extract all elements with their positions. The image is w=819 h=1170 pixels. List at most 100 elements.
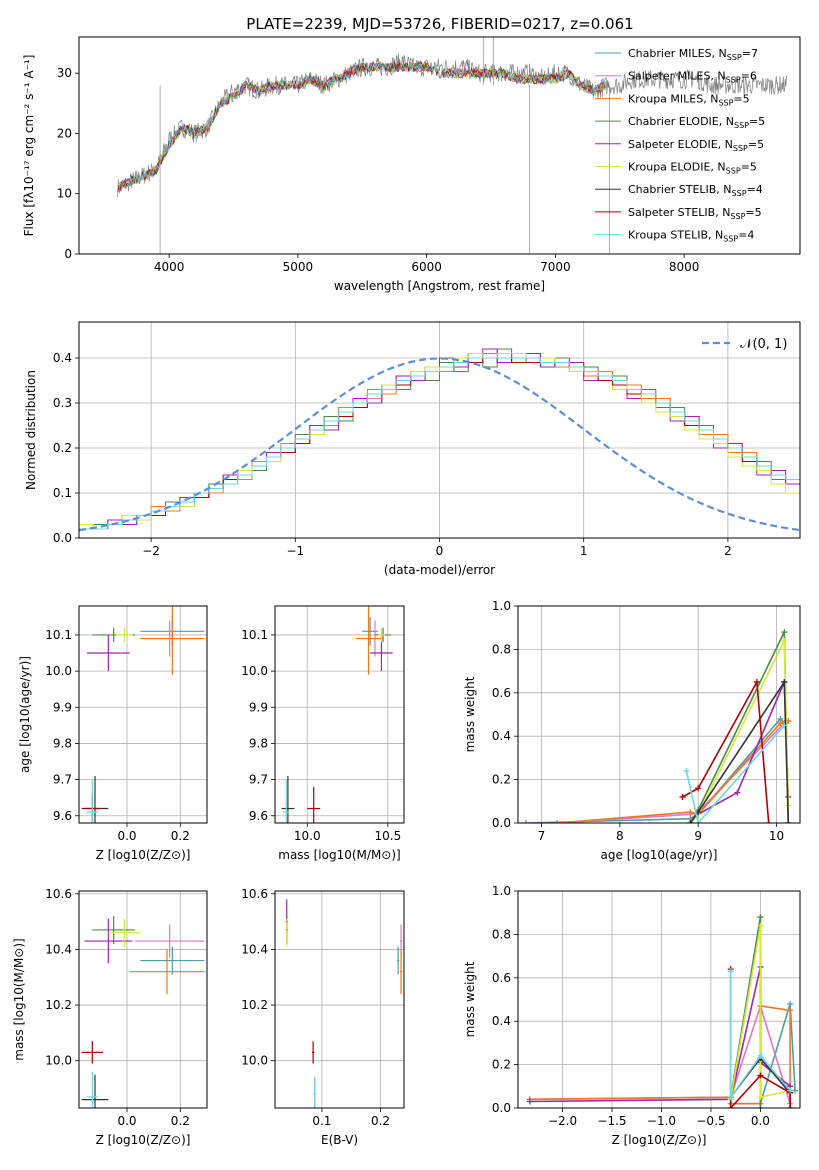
age-mass-point: [307, 786, 321, 823]
x-tick-label: −1.0: [647, 1114, 676, 1128]
y-tick-label: 0.2: [492, 773, 511, 787]
y-tick-label: 0.8: [492, 927, 511, 941]
y-tick-label: 0.2: [492, 1058, 511, 1072]
y-tick-label: 1.0: [492, 599, 511, 613]
age-metallicity-point: [87, 634, 130, 672]
scatter-plot-area: [81, 916, 205, 1108]
mass-weight-point-marker: [727, 1105, 734, 1108]
mass-metallicity-point: [140, 946, 205, 975]
y-axis-label: Normed distribution: [24, 370, 38, 490]
mass-weight-point-marker: [757, 1105, 764, 1108]
mass-weight-series-line: [682, 679, 770, 823]
legend-nssp: =4: [738, 229, 754, 242]
figure-title: PLATE=2239, MJD=53726, FIBERID=0217, z=0…: [246, 15, 633, 33]
y-tick-label: 0.0: [53, 531, 72, 545]
x-tick-label: 0.1: [312, 1114, 331, 1128]
axes-frame: [78, 605, 208, 824]
scatter-plot-area: [81, 606, 205, 823]
legend-entry: Salpeter MILES, NSSP=6: [628, 70, 757, 85]
y-tick-label: 10.4: [45, 942, 72, 956]
y-tick-label: 0.1: [53, 486, 72, 500]
legend-entry: Salpeter STELIB, NSSP=5: [628, 206, 762, 221]
y-tick-label: 10.0: [241, 1054, 268, 1068]
mass-weight-point-marker: [757, 1072, 764, 1079]
x-tick-label: −1: [286, 544, 304, 558]
x-tick-label: 7000: [540, 260, 571, 274]
x-tick-label: −1.5: [597, 1114, 626, 1128]
mass-weight-point-marker: [522, 820, 529, 823]
mass-vs-ebv-panel: 0.1 0.2 10.0 10.2 10.4 10.6 E(B-V): [241, 887, 405, 1147]
y-axis-label: mass [log10(M/M⊙)]: [12, 938, 26, 1060]
mass-weight-point-marker: [753, 678, 760, 685]
legend-subscript: SSP: [732, 189, 747, 198]
y-axis-label: Flux [fλ10⁻¹⁷ erg cm⁻² s⁻¹ A⁻¹]: [22, 55, 36, 237]
y-tick-label: 10.1: [45, 628, 72, 642]
mass-weight-series-line: [689, 679, 790, 823]
x-axis-label: age [log10(age/yr)]: [601, 848, 718, 862]
legend-nssp: =6: [741, 70, 757, 83]
mass-vs-metallicity-panel: 0.0 0.2 10.0 10.2 10.4 10.6 Z [log10(Z/Z⊙)] mas…: [12, 887, 208, 1147]
histogram-series-step: [79, 357, 800, 530]
age-metallicity-point: [116, 627, 133, 643]
mass-metallicity-point: [87, 1071, 98, 1108]
y-tick-label: 10: [57, 187, 72, 201]
mass-weight-point-marker: [734, 789, 741, 796]
x-tick-label: −2: [142, 544, 160, 558]
mass-weight-point-marker: [727, 1094, 734, 1101]
x-tick-label: 7: [538, 829, 546, 843]
age-mass-point: [283, 779, 290, 823]
mass-weight-point-marker: [781, 637, 788, 644]
x-tick-label: 1: [580, 544, 588, 558]
legend-entry: Chabrier STELIB, NSSP=4: [628, 183, 763, 198]
age-vs-mass-panel: 10.0 10.5 9.6 9.7 9.8 9.9 10.0 10.1 mass [log10(…: [241, 605, 405, 862]
legend-nssp: =5: [745, 206, 761, 219]
y-tick-label: 9.8: [249, 736, 268, 750]
x-tick-label: 0.2: [171, 829, 190, 843]
legend-nssp: =5: [733, 92, 749, 105]
age-metallicity-point: [140, 606, 205, 675]
mass-weight-point-marker: [781, 722, 788, 729]
x-axis-label: wavelength [Angstrom, rest frame]: [334, 279, 545, 293]
y-tick-label: 9.6: [53, 809, 72, 823]
mass-weight-point-marker: [683, 767, 690, 774]
y-tick-label: 9.8: [53, 736, 72, 750]
legend-nssp: =5: [749, 115, 765, 128]
mass-weight-vs-metallicity-panel: −2.0 −1.5 −1.0 −0.5 0.0 0.0 0.2 0.4 0.6 0.8 1.0 Z […: [463, 884, 801, 1147]
y-tick-label: 0.6: [492, 686, 511, 700]
legend-entry: Kroupa MILES, NSSP=5: [628, 92, 750, 107]
legend-subscript: SSP: [723, 235, 738, 244]
y-tick-label: 10.0: [45, 664, 72, 678]
axes-frame: [78, 36, 801, 255]
y-tick-label: 20: [57, 126, 72, 140]
legend-entry: Salpeter ELODIE, NSSP=5: [628, 138, 764, 153]
age-metallicity-point: [87, 779, 98, 823]
mass-weight-point-marker: [781, 678, 788, 685]
y-tick-label: 10.6: [45, 887, 72, 901]
y-tick-label: 0: [64, 247, 72, 261]
x-tick-label: −2.0: [548, 1114, 577, 1128]
y-tick-label: 9.9: [249, 700, 268, 714]
legend-label: Chabrier ELODIE, N: [628, 115, 734, 128]
y-tick-label: 0.0: [492, 816, 511, 830]
mass-weight-point-marker: [777, 720, 784, 727]
y-tick-label: 9.7: [249, 773, 268, 787]
x-axis-label: Z [log10(Z/Z⊙)]: [612, 1133, 707, 1147]
mass-weight-point-marker: [785, 820, 792, 823]
legend-label: Kroupa ELODIE, N: [628, 161, 726, 174]
legend-subscript: SSP: [718, 98, 733, 107]
x-tick-label: 2: [724, 544, 732, 558]
x-axis-label: E(B-V): [321, 1133, 358, 1147]
mass-metallicity-point: [129, 949, 205, 994]
mass-metallicity-point: [92, 916, 135, 944]
mass-weight-point-marker: [787, 1087, 794, 1094]
scatter-plot-area: [285, 899, 403, 1108]
mass-ebv-point: [313, 1077, 317, 1108]
x-tick-label: 8: [616, 829, 624, 843]
y-tick-label: 0.4: [492, 1014, 511, 1028]
legend-entry: Kroupa STELIB, NSSP=4: [628, 229, 754, 244]
x-tick-label: 10: [769, 829, 784, 843]
legend-entry: Chabrier MILES, NSSP=7: [628, 47, 758, 62]
legend-subscript: SSP: [730, 212, 745, 221]
y-tick-label: 10.4: [241, 942, 268, 956]
x-tick-label: 4000: [154, 260, 185, 274]
